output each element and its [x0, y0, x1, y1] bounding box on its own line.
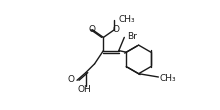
Text: O: O — [89, 25, 96, 34]
Text: OH: OH — [78, 85, 92, 94]
Text: O: O — [112, 25, 119, 34]
Text: CH₃: CH₃ — [119, 15, 136, 24]
Text: CH₃: CH₃ — [160, 74, 176, 83]
Text: O: O — [68, 75, 75, 84]
Text: Br: Br — [128, 32, 138, 41]
